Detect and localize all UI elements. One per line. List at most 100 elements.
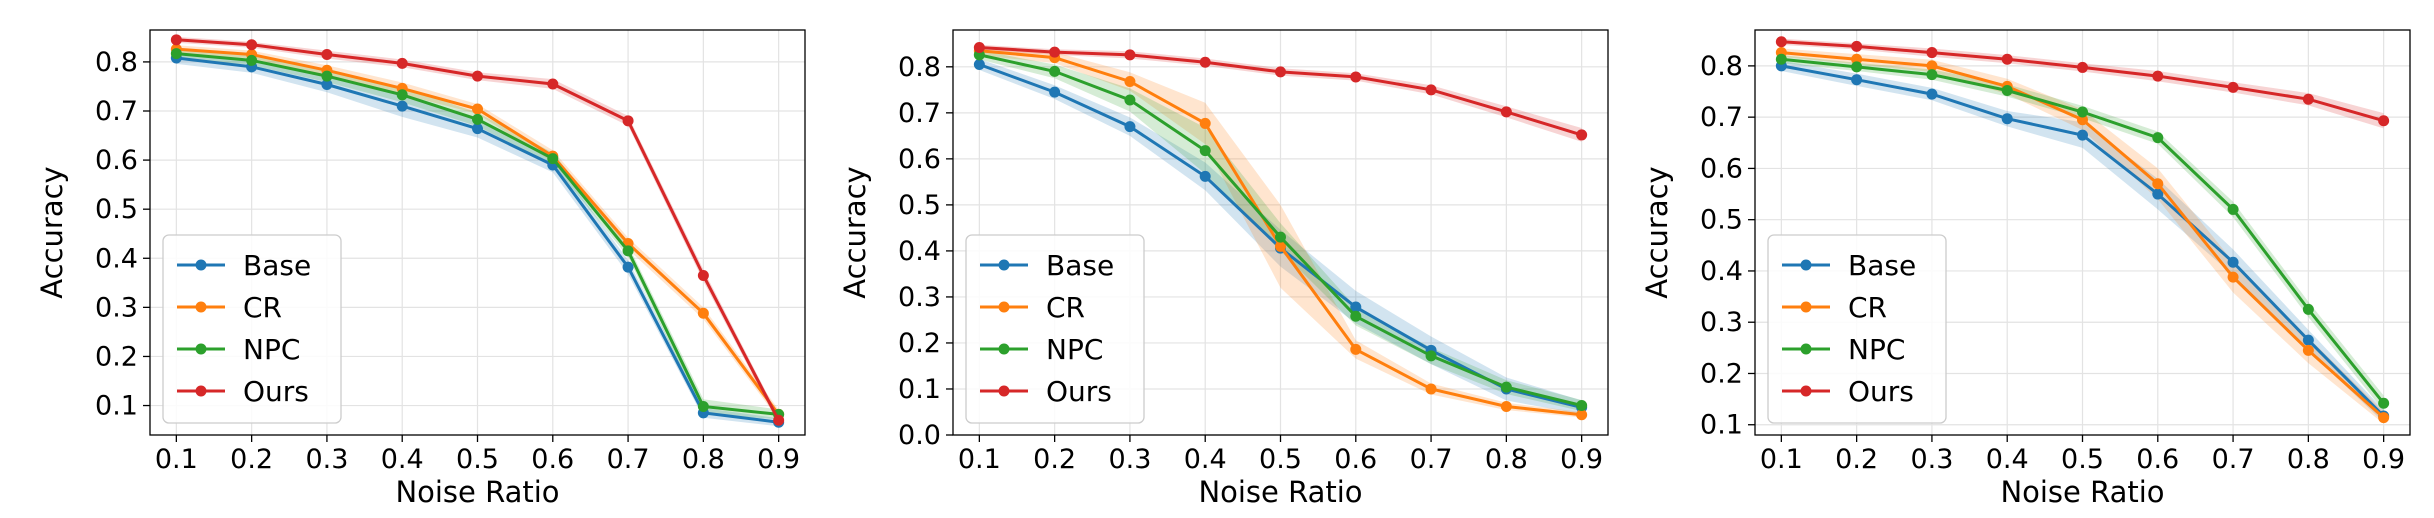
data-point-ours bbox=[1851, 40, 1863, 52]
data-point-ours bbox=[773, 414, 785, 426]
y-tick-label: 0.4 bbox=[898, 236, 941, 267]
data-point-npc bbox=[2227, 203, 2239, 215]
data-point-ours bbox=[170, 34, 182, 46]
data-point-ours bbox=[321, 49, 333, 61]
data-point-ours bbox=[622, 115, 634, 127]
y-tick-label: 0.3 bbox=[1700, 307, 1743, 338]
legend-label-ours: Ours bbox=[1046, 375, 1112, 408]
legend: Base CR NPC Ours bbox=[162, 234, 342, 424]
legend-marker-ours bbox=[998, 385, 1010, 397]
data-point-ours bbox=[1500, 106, 1512, 118]
x-tick-label: 0.7 bbox=[2212, 444, 2255, 475]
legend-label-npc: NPC bbox=[1848, 333, 1905, 366]
data-point-ours bbox=[1049, 46, 1061, 58]
data-point-cr bbox=[1275, 240, 1286, 252]
data-point-cr bbox=[1124, 76, 1136, 88]
legend-label-npc: NPC bbox=[1046, 333, 1103, 366]
x-tick-label: 0.9 bbox=[757, 444, 800, 475]
data-point-ours bbox=[2302, 93, 2314, 105]
data-point-ours bbox=[1425, 84, 1437, 96]
data-point-ours bbox=[1350, 71, 1362, 83]
data-point-ours bbox=[246, 39, 258, 51]
legend-marker-ours bbox=[195, 385, 207, 397]
x-tick-label: 0.5 bbox=[456, 444, 499, 475]
data-point-npc bbox=[1124, 94, 1136, 106]
legend-label-cr: CR bbox=[1046, 291, 1085, 324]
data-point-base bbox=[1926, 88, 1938, 100]
data-point-npc bbox=[2302, 303, 2314, 315]
data-point-ours bbox=[396, 57, 408, 69]
data-point-base bbox=[1350, 301, 1362, 313]
data-point-ours bbox=[1926, 47, 1938, 59]
y-tick-label: 0.3 bbox=[898, 282, 941, 313]
y-tick-label: 0.2 bbox=[1700, 358, 1743, 389]
data-point-npc bbox=[697, 401, 709, 413]
legend-marker-cr bbox=[195, 301, 207, 313]
x-tick-label: 0.2 bbox=[230, 444, 273, 475]
x-tick-label: 0.1 bbox=[958, 444, 1001, 475]
y-tick-label: 0.1 bbox=[95, 391, 138, 422]
x-tick-label: 0.5 bbox=[2061, 444, 2104, 475]
x-axis-label: Noise Ratio bbox=[395, 475, 559, 509]
legend-label-ours: Ours bbox=[243, 375, 309, 408]
x-tick-label: 0.4 bbox=[381, 444, 424, 475]
data-point-npc bbox=[472, 113, 483, 125]
y-axis-label: Accuracy bbox=[35, 166, 69, 298]
y-tick-label: 0.8 bbox=[898, 52, 941, 83]
data-point-npc bbox=[1775, 53, 1787, 65]
data-point-ours bbox=[547, 78, 559, 90]
y-tick-label: 0.6 bbox=[898, 144, 941, 175]
data-point-ours bbox=[1124, 49, 1136, 61]
y-tick-label: 0.5 bbox=[1700, 205, 1743, 236]
data-point-cr bbox=[2378, 412, 2390, 424]
data-point-cr bbox=[697, 307, 709, 319]
data-point-ours bbox=[973, 41, 985, 53]
data-point-base bbox=[1851, 74, 1863, 86]
data-point-cr bbox=[2152, 178, 2164, 190]
y-tick-label: 0.6 bbox=[1700, 153, 1743, 184]
legend-box bbox=[965, 234, 1145, 424]
data-point-npc bbox=[1049, 65, 1061, 77]
data-point-base bbox=[2227, 256, 2239, 268]
data-point-npc bbox=[1425, 350, 1437, 362]
legend-marker-npc bbox=[195, 343, 207, 355]
data-point-ours bbox=[1576, 129, 1588, 141]
chart-panel-1: 0.1 0.2 0.3 0.4 0.5 0.6 0.7 0.8 0.9 0.1 0.2 0.3 0.4 0… bbox=[35, 29, 806, 509]
data-point-npc bbox=[622, 245, 634, 257]
data-point-base bbox=[2077, 129, 2088, 141]
legend-label-base: Base bbox=[1848, 249, 1916, 282]
data-point-cr bbox=[1576, 409, 1588, 421]
data-point-cr bbox=[1851, 53, 1863, 65]
data-point-ours bbox=[2227, 81, 2239, 93]
x-tick-label: 0.9 bbox=[2362, 444, 2405, 475]
legend-label-base: Base bbox=[1046, 249, 1114, 282]
legend-label-cr: CR bbox=[243, 291, 282, 324]
data-point-npc bbox=[1576, 400, 1588, 412]
x-tick-label: 0.7 bbox=[1410, 444, 1453, 475]
y-tick-label: 0.7 bbox=[898, 98, 941, 129]
data-point-base bbox=[1199, 170, 1211, 182]
data-point-ours bbox=[1775, 36, 1787, 48]
x-axis-label: Noise Ratio bbox=[1198, 475, 1362, 509]
x-tick-label: 0.3 bbox=[305, 444, 348, 475]
legend-label-cr: CR bbox=[1848, 291, 1887, 324]
data-point-base bbox=[396, 100, 408, 112]
y-tick-label: 0.7 bbox=[1700, 102, 1743, 133]
data-point-npc bbox=[170, 48, 182, 60]
data-point-npc bbox=[1275, 231, 1286, 243]
data-point-cr bbox=[2077, 114, 2088, 126]
data-point-cr bbox=[2302, 344, 2314, 356]
data-point-ours bbox=[697, 269, 709, 281]
y-tick-label: 0.2 bbox=[898, 328, 941, 359]
y-tick-label: 0.5 bbox=[898, 190, 941, 221]
data-point-npc bbox=[2152, 132, 2164, 144]
y-tick-label: 0.0 bbox=[898, 420, 941, 451]
legend-marker-cr bbox=[1800, 301, 1812, 313]
chart-panel-2: 0.1 0.2 0.3 0.4 0.5 0.6 0.7 0.8 0.9 0.0 0.1 0.2 0.3 0… bbox=[838, 29, 1609, 509]
x-axis-label: Noise Ratio bbox=[2000, 475, 2164, 509]
y-tick-label: 0.1 bbox=[898, 374, 941, 405]
x-tick-label: 0.1 bbox=[155, 444, 198, 475]
y-tick-label: 0.8 bbox=[1700, 51, 1743, 82]
legend-marker-npc bbox=[1800, 343, 1812, 355]
